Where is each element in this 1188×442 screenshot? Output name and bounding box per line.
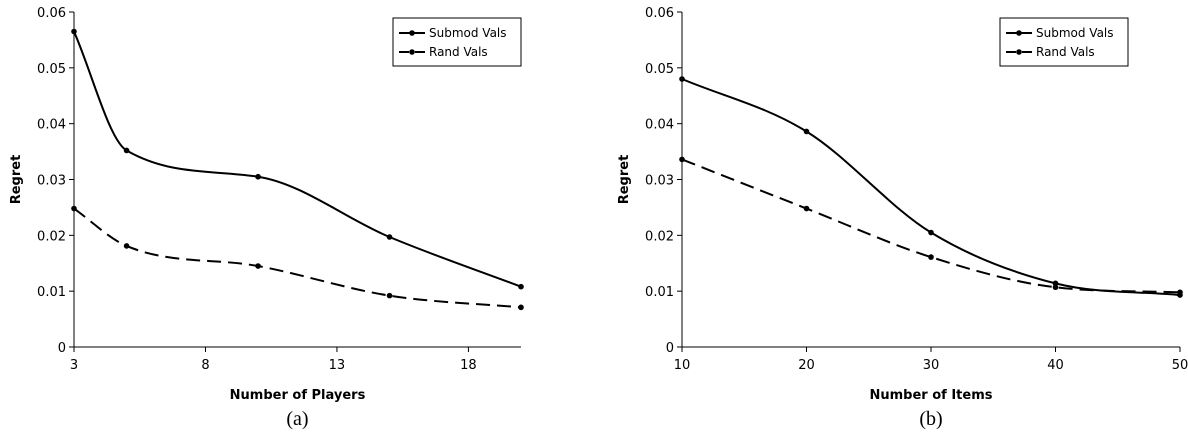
series-line-rand-vals <box>681 158 1181 294</box>
y-tick-label: 0.02 <box>645 229 674 244</box>
legend: Submod Vals Rand Vals <box>392 17 522 67</box>
y-tick-label: 0.04 <box>37 118 66 133</box>
y-axis-title: Regret <box>9 155 24 205</box>
legend-label: Rand Vals <box>429 45 488 59</box>
legend: Submod Vals Rand Vals <box>999 17 1129 67</box>
data-point <box>518 304 524 311</box>
y-tick-label: 0.01 <box>37 285 66 300</box>
data-point <box>1052 280 1059 287</box>
data-point <box>386 234 393 240</box>
data-point <box>803 205 810 212</box>
chart-caption: (b) <box>919 408 942 430</box>
chart-a: 0 0.01 0.02 0.03 0.04 0.05 0.06 3 8 13 18 Number of… <box>9 6 524 430</box>
series-line-submod-vals <box>681 78 1181 297</box>
x-tick-label: 50 <box>1172 358 1188 373</box>
y-tick-label: 0 <box>666 341 674 356</box>
data-point <box>255 173 261 180</box>
x-tick-label: 18 <box>460 358 477 373</box>
chart-caption: (a) <box>286 408 308 430</box>
data-point <box>928 254 934 260</box>
data-point <box>1177 289 1183 296</box>
legend-marker <box>1016 49 1022 55</box>
data-point <box>679 156 685 163</box>
chart-b: 0 0.01 0.02 0.03 0.04 0.05 0.06 10 20 30 40 50 Numbe… <box>617 6 1188 430</box>
data-point <box>1052 284 1059 291</box>
legend-box <box>392 17 522 67</box>
data-point <box>123 243 130 249</box>
data-point <box>71 28 77 35</box>
x-tick-label: 8 <box>201 358 209 373</box>
y-axis-title: Regret <box>617 155 632 205</box>
data-point <box>679 76 685 82</box>
y-tick-label: 0.06 <box>37 6 66 21</box>
y-tick-label: 0.04 <box>645 118 674 133</box>
y-tick-label: 0 <box>58 341 66 356</box>
legend-marker <box>1016 30 1022 36</box>
data-point <box>123 147 130 154</box>
series-line-submod-vals <box>73 31 522 288</box>
data-point <box>803 128 810 135</box>
x-tick-label: 13 <box>329 358 346 373</box>
legend-label: Submod Vals <box>429 26 507 40</box>
y-tick-label: 0.02 <box>37 229 66 244</box>
legend-marker <box>409 30 415 36</box>
x-tick-label: 20 <box>798 358 815 373</box>
data-point <box>386 292 393 299</box>
y-tick-label: 0.03 <box>645 174 674 189</box>
legend-label: Submod Vals <box>1036 26 1114 40</box>
x-axis-title: Number of Items <box>869 388 992 403</box>
data-point <box>71 205 77 212</box>
legend-label: Rand Vals <box>1036 45 1095 59</box>
data-point <box>255 263 261 269</box>
y-tick-label: 0.06 <box>645 6 674 21</box>
y-tick-label: 0.05 <box>37 62 66 77</box>
series-line-rand-vals <box>73 207 522 309</box>
x-tick-label: 40 <box>1047 358 1064 373</box>
x-axis-title: Number of Players <box>230 388 366 403</box>
data-point <box>928 229 934 236</box>
legend-marker <box>409 49 415 55</box>
y-tick-label: 0.03 <box>37 174 66 189</box>
y-tick-label: 0.05 <box>645 62 674 77</box>
x-tick-label: 10 <box>674 358 691 373</box>
legend-box <box>999 17 1129 67</box>
y-tick-label: 0.01 <box>645 285 674 300</box>
x-tick-label: 3 <box>70 358 78 373</box>
x-tick-label: 30 <box>923 358 940 373</box>
data-point <box>518 283 524 290</box>
